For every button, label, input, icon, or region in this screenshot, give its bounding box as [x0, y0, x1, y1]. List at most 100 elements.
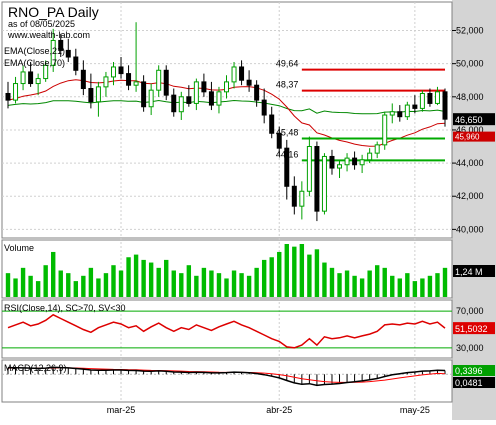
x-tick-label: mar-25 [107, 405, 136, 415]
volume-bar [397, 278, 402, 297]
volume-bar [88, 267, 94, 297]
candle-body [156, 69, 162, 91]
candle-body [110, 66, 116, 78]
volume-bar [111, 265, 116, 297]
macd-title: MACD(12,26,9) [4, 363, 67, 373]
macd-signal-tag [453, 377, 495, 388]
candle [231, 62, 237, 89]
candle-body [321, 155, 327, 212]
volume-bar [66, 273, 71, 297]
candle [246, 70, 252, 92]
candle-body [20, 71, 26, 85]
candle-body [434, 91, 440, 104]
volume-bar [81, 275, 86, 297]
candle-body [367, 152, 373, 161]
volume-bar [314, 249, 320, 297]
candle-body [65, 49, 71, 58]
candle [442, 88, 448, 127]
ema70-line [7, 99, 446, 115]
candle [80, 60, 86, 96]
candle-body [239, 66, 245, 81]
volume-bar [329, 267, 335, 297]
rsi-line [7, 313, 446, 349]
volume-bar [133, 254, 139, 297]
candle [299, 181, 305, 220]
candle-body [389, 111, 395, 116]
candle-body [337, 164, 343, 169]
volume-bar [231, 270, 237, 297]
ema21-tag [453, 131, 495, 142]
candle-body [231, 66, 237, 83]
candle [359, 154, 365, 174]
volume-bar [73, 281, 79, 297]
candle-body [246, 79, 252, 86]
candle [171, 88, 177, 117]
rsi-last-label: 51,5032 [455, 324, 488, 334]
volume-bar [58, 270, 63, 297]
candle-body [404, 104, 410, 118]
volume-bar [420, 278, 425, 297]
candle-body [216, 91, 222, 106]
volume-panel-frame [1, 239, 453, 299]
volume-bar [337, 273, 342, 297]
candle-body [80, 69, 86, 90]
volume-bar [277, 251, 282, 297]
candle [306, 136, 312, 197]
volume-bar [43, 265, 48, 297]
candle [434, 86, 440, 106]
volume-bar [194, 275, 199, 297]
date-line: as of 08/05/2025 [8, 19, 75, 29]
candle [374, 141, 380, 159]
volume-bar [261, 259, 267, 297]
site-line: www.wealth-lab.com [7, 30, 90, 40]
volume-bar [322, 262, 327, 297]
candle [321, 153, 327, 215]
rsi-tick-label: 30,000 [456, 343, 484, 353]
candle-body [208, 91, 214, 106]
candle [427, 88, 433, 107]
volume-bar [35, 281, 41, 297]
resistance-level-label: 49,64 [276, 59, 299, 69]
volume-bar [5, 273, 11, 297]
candle [35, 73, 41, 96]
candle [352, 151, 358, 170]
y-tick-label: 44,000 [456, 158, 484, 168]
candle-body [13, 83, 19, 101]
candle-body [95, 86, 101, 103]
candle-body [103, 76, 109, 88]
macd-layer [2, 366, 452, 387]
candle-body [442, 91, 448, 120]
macd-line [7, 366, 446, 387]
y-tick-label: 42,000 [456, 191, 484, 201]
candle-body [352, 157, 358, 166]
candle [367, 148, 373, 164]
volume-last-label: 1,24 M [455, 267, 483, 277]
candle [133, 22, 139, 92]
candle [284, 139, 290, 200]
legend-ema70: EMA(Close,70) [4, 58, 65, 68]
macd-signal-label: 0,0481 [455, 378, 483, 388]
y-tick-label: 46,000 [456, 125, 484, 135]
candle [20, 65, 26, 91]
rsi-last-tag [453, 322, 495, 335]
candle [58, 33, 64, 58]
volume-bar [209, 270, 214, 297]
candle-body [291, 185, 297, 207]
candle-body [171, 94, 177, 113]
last-price-label: 46,650 [455, 115, 483, 125]
candle-body [88, 88, 94, 103]
rsi-title: RSI(Close,14), SC>70, SV<30 [4, 303, 126, 313]
candle [397, 105, 403, 122]
candle [314, 141, 320, 222]
volume-bar [435, 273, 440, 297]
candle-body [58, 39, 64, 51]
macd-last-tag [453, 365, 495, 376]
volume-bar [216, 273, 222, 297]
candle-body [261, 99, 267, 116]
volume-bar [141, 259, 146, 297]
rsi-tick-label: 70,000 [456, 306, 484, 316]
candle [224, 75, 229, 99]
axis-layer: mar-25 abr-25 may-25 52,000 50,000 48,000 46,0… [107, 26, 495, 415]
candle-body [178, 96, 184, 113]
